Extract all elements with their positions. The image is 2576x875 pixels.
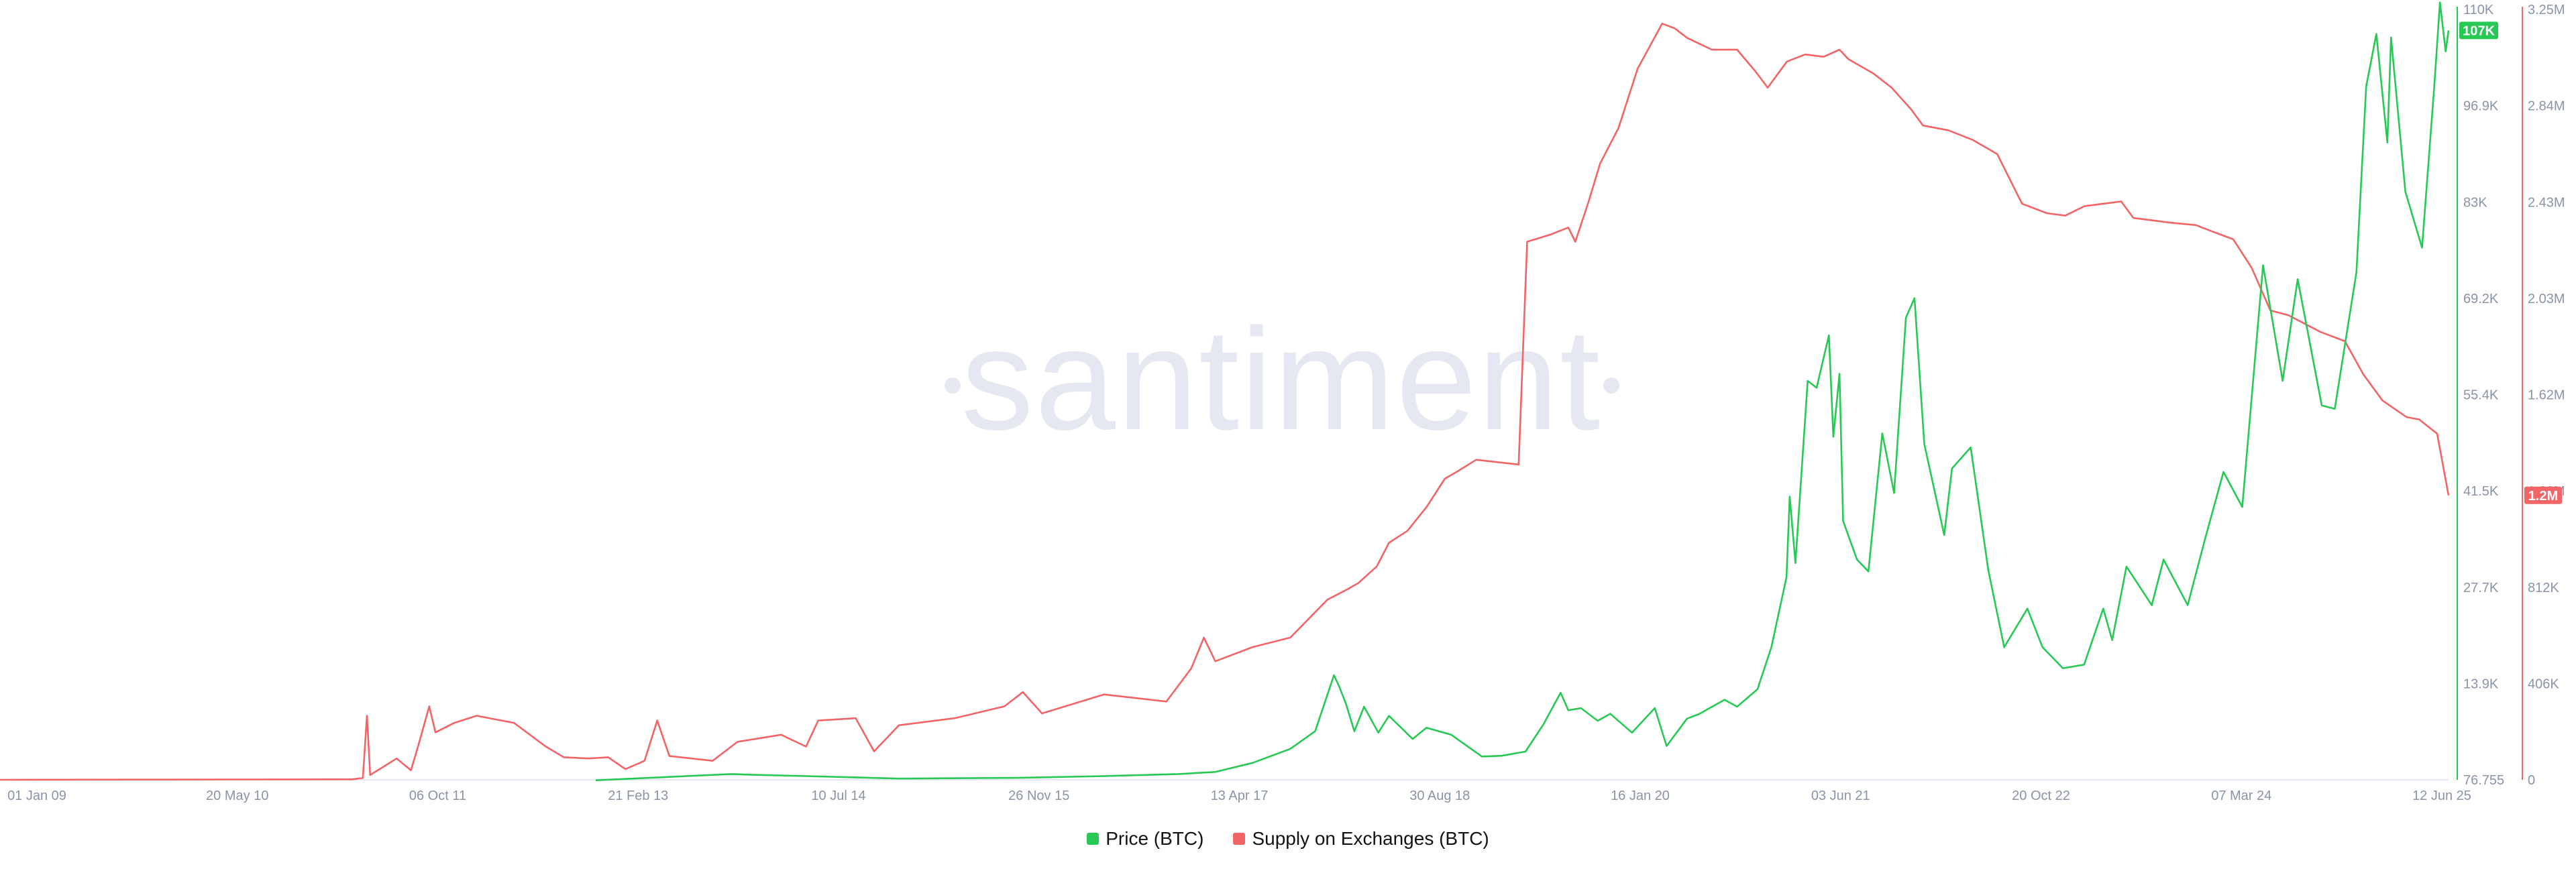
legend-label-price: Price (BTC)	[1106, 828, 1204, 849]
x-tick-label: 26 Nov 15	[1008, 789, 1069, 803]
price-series-line	[595, 1, 2450, 781]
price-tick-label: 83K	[2463, 195, 2487, 210]
supply-tick-label: 406K	[2528, 677, 2559, 691]
current-value-badges: 107K 1.2M	[2459, 21, 2562, 504]
legend-item-supply[interactable]: Supply on Exchanges (BTC)	[1233, 828, 1489, 850]
x-tick-label: 12 Jun 25	[2412, 789, 2471, 803]
price-tick-label: 110K	[2463, 3, 2494, 17]
supply-tick-label: 1.62M	[2528, 388, 2565, 403]
x-tick-label: 21 Feb 13	[608, 789, 668, 803]
price-tick-label: 96.9K	[2463, 99, 2499, 114]
x-tick-label: 16 Jan 20	[1611, 789, 1670, 803]
supply-current-label: 1.2M	[2528, 489, 2558, 504]
price-tick-label: 27.7K	[2463, 581, 2499, 595]
x-tick-label: 06 Oct 11	[409, 789, 466, 803]
supply-tick-label: 2.43M	[2528, 195, 2565, 210]
x-tick-label: 07 Mar 24	[2211, 789, 2271, 803]
price-tick-label: 69.2K	[2463, 292, 2499, 306]
supply-tick-label: 0	[2528, 773, 2535, 788]
supply-tick-label: 812K	[2528, 581, 2559, 595]
x-tick-label: 03 Jun 21	[1811, 789, 1870, 803]
legend-swatch-price	[1087, 833, 1099, 845]
price-current-badge	[2459, 21, 2498, 40]
price-tick-label: 55.4K	[2463, 388, 2499, 403]
price-current-label: 107K	[2463, 23, 2495, 38]
x-tick-label: 13 Apr 17	[1211, 789, 1269, 803]
supply-tick-label: 3.25M	[2528, 3, 2565, 17]
legend: Price (BTC) Supply on Exchanges (BTC)	[0, 828, 2576, 850]
price-tick-label: 76.755	[2463, 773, 2504, 788]
supply-tick-label: 2.84M	[2528, 99, 2565, 114]
price-tick-label: 41.5K	[2463, 484, 2499, 499]
x-tick-label: 10 Jul 14	[811, 789, 865, 803]
watermark: santiment	[945, 298, 1619, 460]
x-tick-label: 20 Oct 22	[2012, 789, 2070, 803]
supply-series-line	[0, 22, 2450, 781]
price-axis-ticks: 110K 96.9K 83K 69.2K 55.4K 41.5K 27.7K 13.9K 76.…	[2463, 3, 2504, 788]
legend-swatch-supply	[1233, 833, 1246, 845]
legend-item-price[interactable]: Price (BTC)	[1087, 828, 1203, 850]
x-tick-label: 01 Jan 09	[7, 789, 66, 803]
watermark-text: santiment	[961, 298, 1601, 460]
supply-current-badge	[2524, 486, 2562, 504]
legend-label-supply: Supply on Exchanges (BTC)	[1252, 828, 1489, 849]
watermark-dot-right	[1603, 377, 1619, 394]
x-tick-label: 20 May 10	[206, 789, 268, 803]
supply-tick-label: 2.03M	[2528, 292, 2565, 306]
x-axis-ticks: 01 Jan 09 20 May 10 06 Oct 11 21 Feb 13 10 J…	[7, 789, 2471, 803]
watermark-dot-left	[945, 377, 961, 394]
x-tick-label: 30 Aug 18	[1409, 789, 1470, 803]
price-tick-label: 13.9K	[2463, 677, 2499, 691]
